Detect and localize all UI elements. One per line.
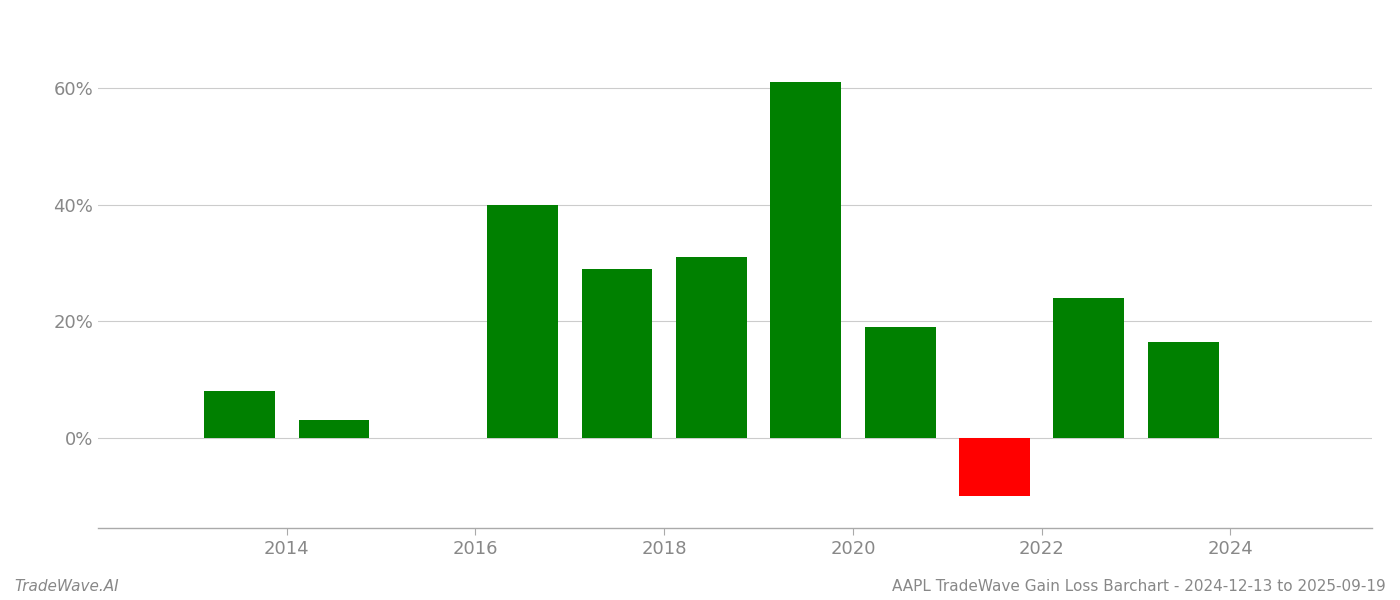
Bar [487, 205, 559, 438]
Bar [770, 82, 841, 438]
Bar [204, 391, 274, 438]
Bar [865, 327, 935, 438]
Bar [298, 420, 370, 438]
Bar [581, 269, 652, 438]
Bar [1148, 341, 1218, 438]
Text: AAPL TradeWave Gain Loss Barchart - 2024-12-13 to 2025-09-19: AAPL TradeWave Gain Loss Barchart - 2024… [892, 579, 1386, 594]
Text: TradeWave.AI: TradeWave.AI [14, 579, 119, 594]
Bar [959, 438, 1030, 496]
Bar [676, 257, 746, 438]
Bar [1053, 298, 1124, 438]
